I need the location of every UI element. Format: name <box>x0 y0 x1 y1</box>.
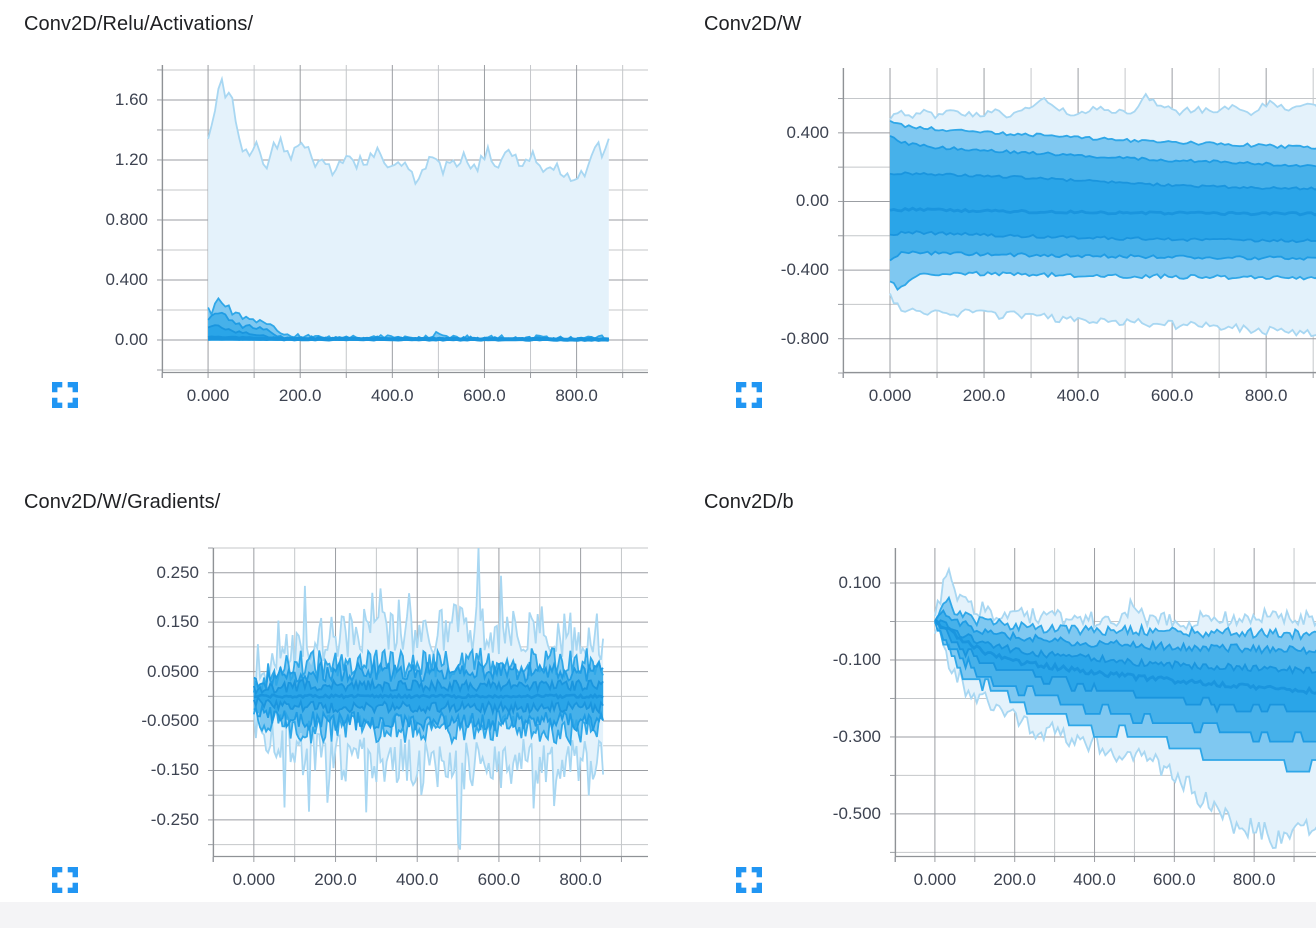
y-tick-label: -0.150 <box>150 760 199 780</box>
y-tick-label: 0.250 <box>156 562 199 582</box>
x-tick-label: 800.0 <box>1244 386 1288 405</box>
y-tick-label: -0.100 <box>832 649 881 669</box>
chart-title: Conv2D/b <box>704 491 794 513</box>
distribution-bands <box>253 548 604 850</box>
x-tick-label: 0.000 <box>868 386 912 405</box>
x-tick-label: 400.0 <box>395 870 439 889</box>
x-tick-label: 800.0 <box>559 870 602 889</box>
y-tick-label: 1.60 <box>114 89 148 109</box>
chart-title: Conv2D/W <box>704 13 802 35</box>
y-tick-label: 1.20 <box>114 149 148 169</box>
fullscreen-expand-icon <box>52 867 78 893</box>
y-tick-label: -0.500 <box>832 803 881 823</box>
expand-button[interactable] <box>736 382 762 408</box>
y-tick-label: -0.300 <box>832 726 881 746</box>
chart-title: Conv2D/W/Gradients/ <box>24 491 221 513</box>
x-tick-label: 400.0 <box>1073 870 1116 889</box>
chart-title: Conv2D/Relu/Activations/ <box>24 13 254 35</box>
footer-strip <box>0 902 1316 928</box>
percentile-lines <box>252 548 604 850</box>
x-tick-label: 600.0 <box>1150 386 1194 405</box>
y-tick-label: 0.00 <box>114 329 148 349</box>
x-tick-label: 400.0 <box>1056 386 1100 405</box>
y-tick-label: 0.0500 <box>147 661 199 681</box>
y-tick-label: 0.150 <box>156 612 199 632</box>
y-tick-label: 0.400 <box>786 122 829 142</box>
expand-button[interactable] <box>52 867 78 893</box>
distribution-bands <box>890 94 1316 337</box>
percentile-lines <box>207 75 610 342</box>
distribution-chart[interactable] <box>838 68 1316 378</box>
x-tick-label: 400.0 <box>371 386 414 405</box>
x-tick-label: 0.000 <box>232 870 276 889</box>
expand-button[interactable] <box>736 867 762 893</box>
expand-button[interactable] <box>52 382 78 408</box>
tick-marks <box>838 98 1314 378</box>
y-tick-label: -0.250 <box>150 809 199 829</box>
y-tick-label: -0.400 <box>780 260 829 280</box>
y-tick-label: 0.00 <box>795 191 829 211</box>
x-tick-label: 800.0 <box>555 386 598 405</box>
y-tick-label: 0.100 <box>838 573 881 593</box>
y-tick-label: 0.800 <box>105 209 148 229</box>
x-tick-label: 200.0 <box>962 386 1006 405</box>
tick-marks <box>157 69 624 378</box>
fullscreen-expand-icon <box>736 867 762 893</box>
x-tick-label: 200.0 <box>993 870 1036 889</box>
distribution-chart[interactable] <box>890 548 1316 862</box>
percentile-lines <box>934 566 1316 849</box>
x-tick-label: 600.0 <box>463 386 506 405</box>
x-tick-label: 800.0 <box>1232 870 1276 889</box>
x-tick-label: 600.0 <box>1153 870 1196 889</box>
distribution-chart[interactable] <box>157 65 648 378</box>
fullscreen-expand-icon <box>52 382 78 408</box>
x-tick-label: 200.0 <box>314 870 357 889</box>
tick-marks <box>890 582 1295 862</box>
tick-marks <box>208 547 622 862</box>
x-tick-label: 600.0 <box>477 870 521 889</box>
x-tick-label: 200.0 <box>278 386 322 405</box>
distribution-bands <box>934 569 1316 848</box>
y-tick-label: -0.0500 <box>141 711 199 731</box>
x-tick-label: 0.000 <box>186 386 230 405</box>
y-tick-label: -0.800 <box>780 328 829 348</box>
distribution-chart[interactable] <box>208 547 648 862</box>
percentile-lines <box>889 92 1316 338</box>
y-tick-label: 0.400 <box>105 269 148 289</box>
distribution-bands <box>208 79 609 340</box>
fullscreen-expand-icon <box>736 382 762 408</box>
x-tick-label: 0.000 <box>913 870 957 889</box>
